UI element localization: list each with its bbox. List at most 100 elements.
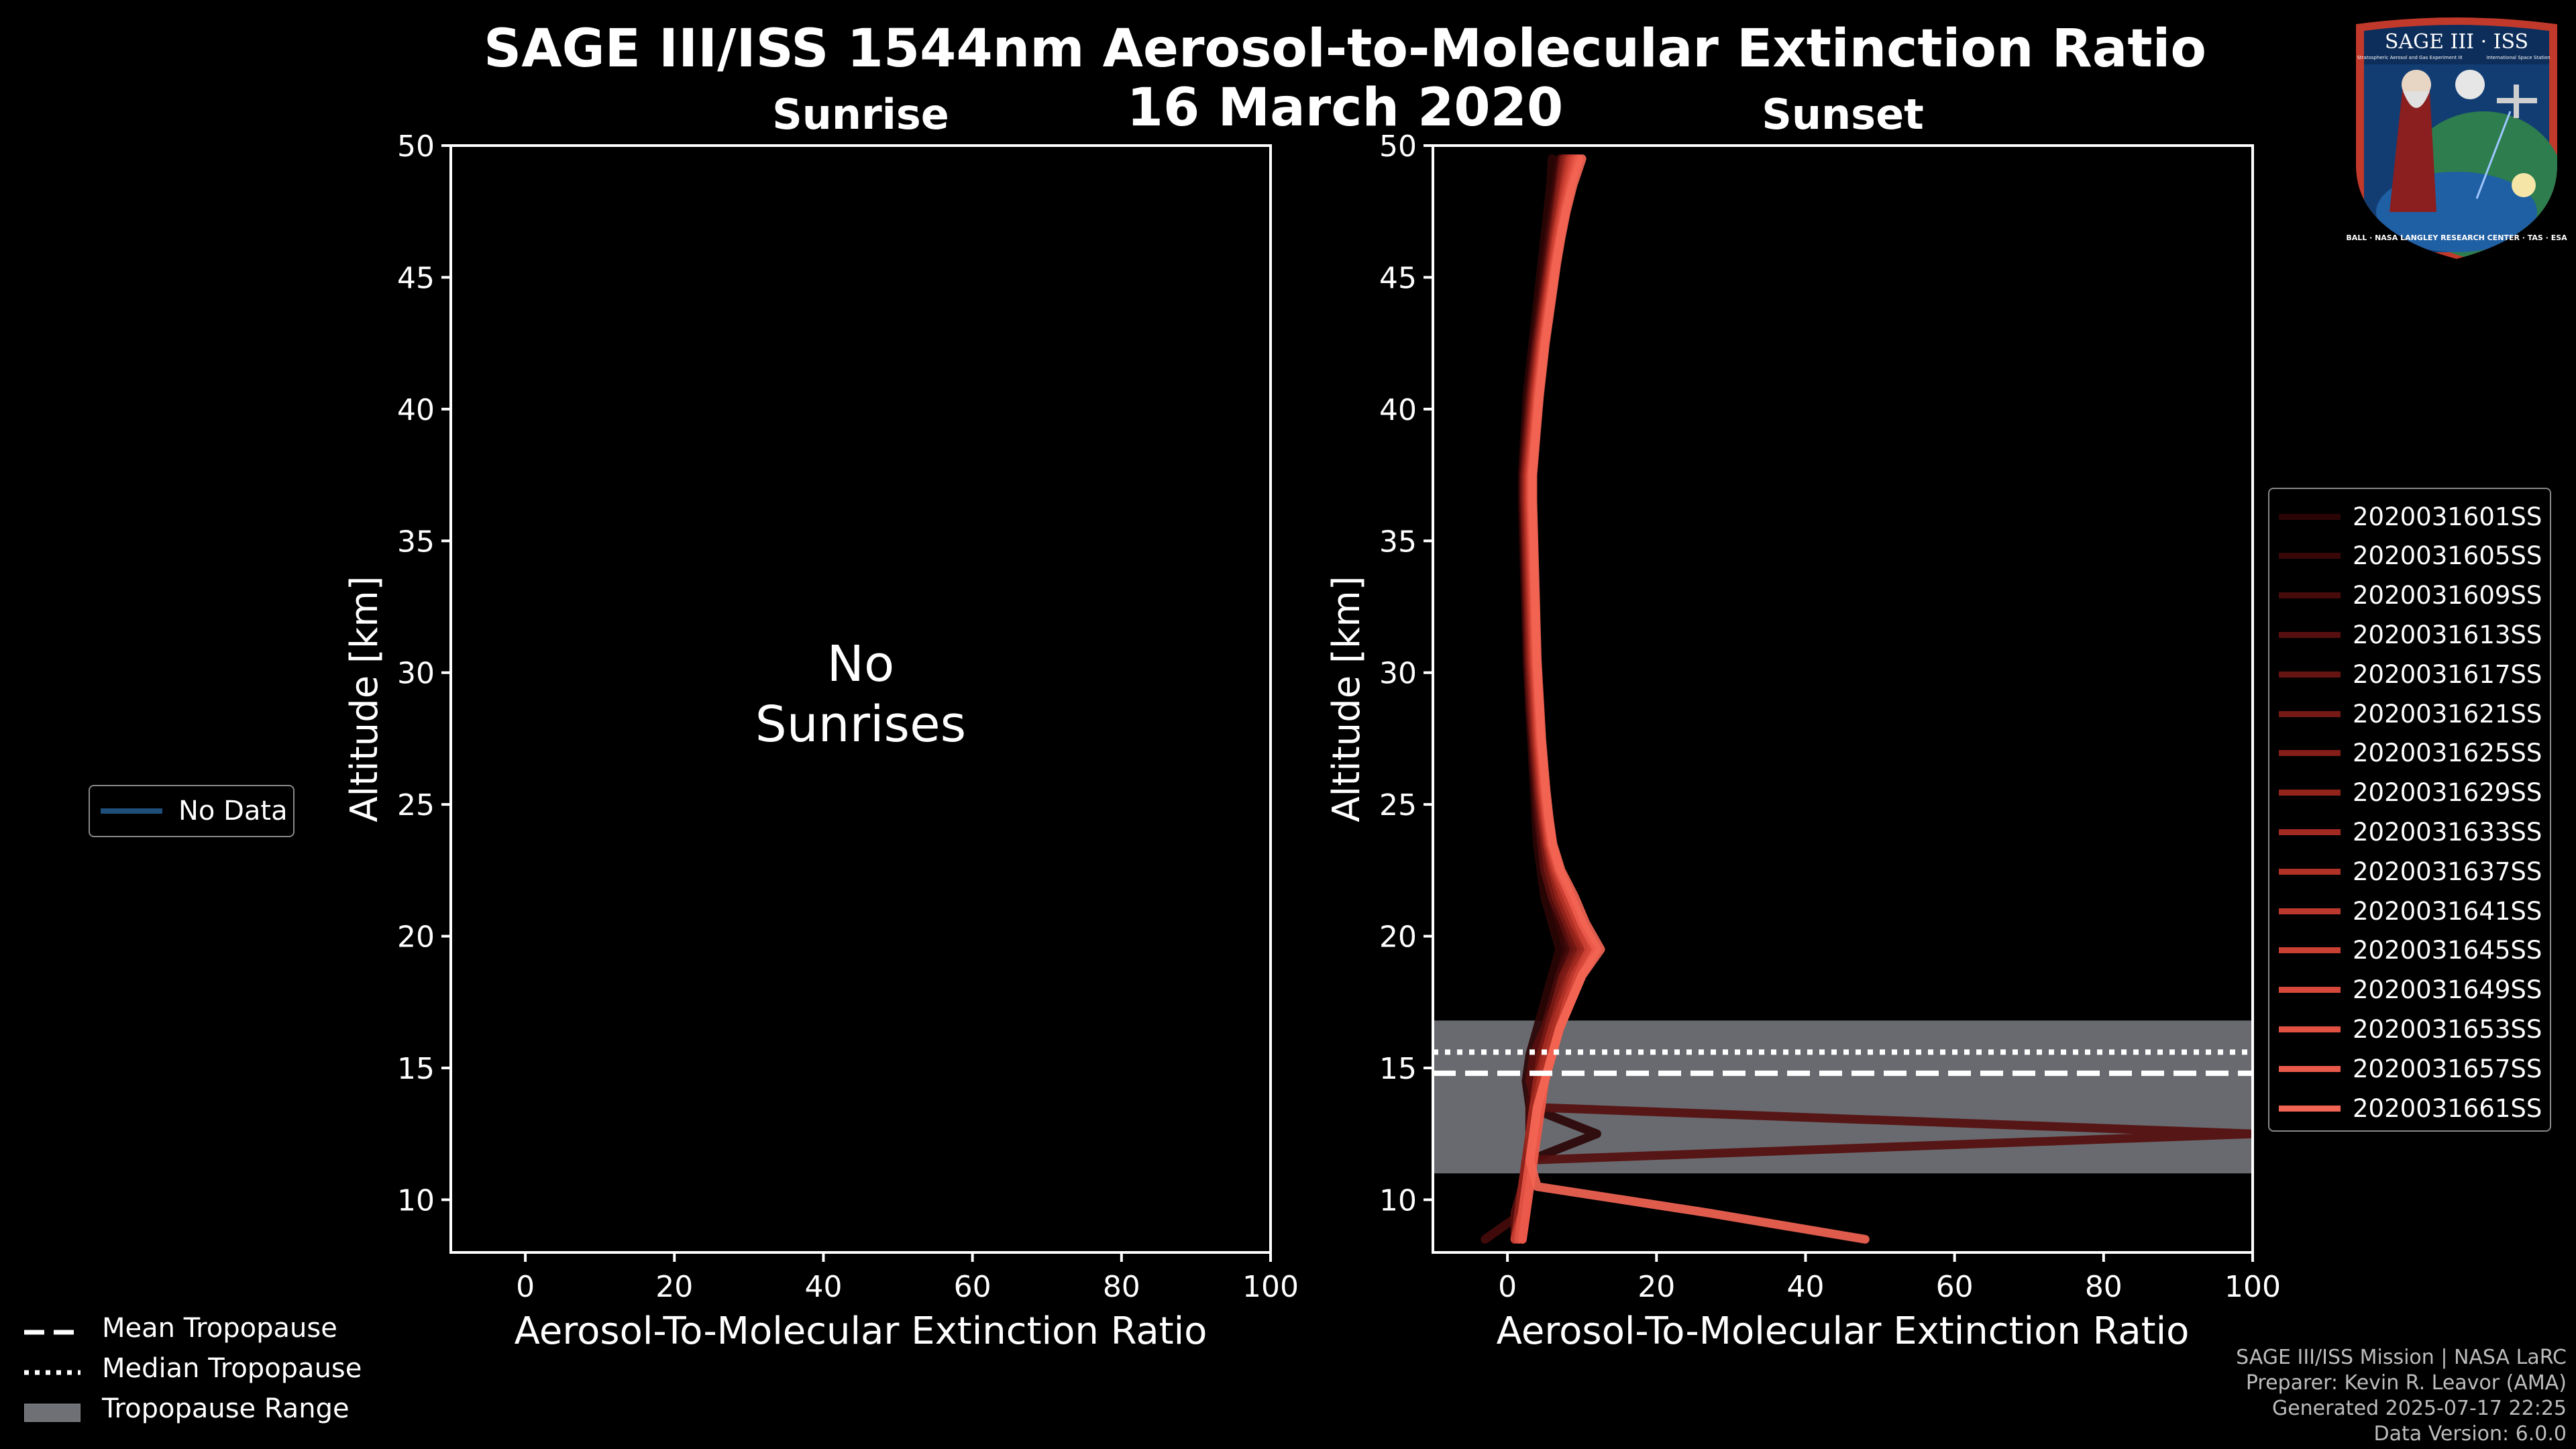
legend-swatch [2279,710,2341,717]
median-tropopause-label: Median Tropopause [102,1353,362,1384]
mean-tropopause-swatch [24,1318,80,1338]
sunset-ytick-label: 15 [1379,1052,1417,1086]
series-line-2020031661SS [1525,154,1870,1244]
legend-swatch [2279,1026,2341,1032]
legend-label: 2020031641SS [2353,896,2542,926]
sunset-xtick-label: 60 [1936,1270,1974,1304]
credits: SAGE III/ISS Mission | NASA LaRC Prepare… [2236,1345,2567,1447]
sunset-ytick-label: 25 [1379,788,1417,822]
legend-entry-2020031633SS: 2020031633SS [2269,812,2542,851]
logo-left-text: Stratospheric Aerosol and Gas Experiment… [2357,55,2462,60]
sunset-subtitle: Sunset [1762,90,1924,139]
legend-entry-2020031649SS: 2020031649SS [2269,971,2542,1010]
mean-tropopause-entry: Mean Tropopause [24,1308,362,1348]
sunrise-xtick-label: 0 [516,1270,535,1304]
sunrise-panel: 0 20 40 60 80 100 10 15 20 25 30 35 40 45 50 Aerosol-To… [343,129,1299,1353]
legend-entry-2020031637SS: 2020031637SS [2269,852,2542,891]
sunrise-subtitle: Sunrise [772,90,949,139]
legend-entry-2020031613SS: 2020031613SS [2269,615,2542,654]
legend-entry-2020031605SS: 2020031605SS [2269,537,2542,576]
sunset-ytick-label: 35 [1379,525,1417,559]
legend-swatch [2279,868,2341,875]
median-tropopause-swatch [24,1358,80,1379]
sunrise-xtick-label: 80 [1103,1270,1140,1304]
sunrise-ytick-label: 15 [397,1052,435,1086]
legend-entry-2020031661SS: 2020031661SS [2269,1089,2542,1128]
sunrise-ytick-label: 40 [397,393,435,427]
logo-ring-text: BALL · NASA LANGLEY RESEARCH CENTER · TA… [2346,233,2567,242]
legend-label: 2020031625SS [2353,739,2542,768]
legend-entry-2020031641SS: 2020031641SS [2269,892,2542,930]
sunset-ytick-label: 10 [1379,1183,1417,1218]
legend-entry-2020031621SS: 2020031621SS [2269,694,2542,733]
sunrise-xtick-label: 20 [655,1270,693,1304]
legend-entry-2020031629SS: 2020031629SS [2269,773,2542,812]
logo-right-text: International Space Station [2486,55,2550,60]
sunset-ytick-label: 20 [1379,920,1417,955]
credits-preparer: Preparer: Kevin R. Leavor (AMA) [2245,1371,2567,1395]
sunrise-axes-frame [449,144,1272,1254]
sunset-xlabel: Aerosol-To-Molecular Extinction Ratio [1497,1309,2190,1353]
chart-date: 16 March 2020 [1126,78,1564,138]
legend-swatch [2279,513,2341,520]
legend-swatch [2279,592,2341,599]
legend-swatch [2279,947,2341,954]
legend-label: 2020031601SS [2353,502,2542,531]
sunrise-ytick-label: 10 [397,1183,435,1218]
sunset-ytick-label: 45 [1379,261,1417,295]
legend-entry-2020031617SS: 2020031617SS [2269,655,2542,694]
median-tropopause-entry: Median Tropopause [24,1348,362,1389]
legend-label: 2020031653SS [2353,1014,2542,1044]
tropopause-range-entry: Tropopause Range [23,1389,362,1429]
legend-swatch [2279,987,2341,994]
sunset-series-legend: 2020031601SS 2020031605SS 2020031609SS 2020… [2268,488,2551,1132]
tropopause-legend: Mean Tropopause Median Tropopause Tropop… [23,1308,362,1429]
tropopause-range-label: Tropopause Range [102,1393,350,1424]
sage-iii-iss-logo: SAGE III · ISS Stratospheric Aerosol and… [2343,11,2571,266]
no-sunrises-line2: Sunrises [755,696,967,753]
legend-swatch [2279,908,2341,914]
tropopause-range-swatch [23,1399,81,1422]
no-data-label: No Data [178,796,288,826]
legend-label: 2020031649SS [2353,975,2542,1005]
sunrise-xtick-label: 40 [804,1270,842,1304]
sunrise-ytick-label: 50 [397,129,435,164]
credits-version: Data Version: 6.0.0 [2373,1422,2567,1446]
legend-label: 2020031621SS [2353,699,2542,729]
legend-label: 2020031613SS [2353,620,2542,649]
sunrise-ytick-label: 25 [397,788,435,822]
no-data-legend: No Data [89,785,294,837]
sunset-plot-area [1433,154,2253,1244]
legend-swatch [2279,828,2341,835]
no-sunrises-line1: No [826,635,895,693]
legend-label: 2020031605SS [2353,541,2542,571]
legend-entry-2020031657SS: 2020031657SS [2269,1049,2542,1088]
sunset-xtick-label: 80 [2085,1270,2123,1304]
legend-entry-2020031645SS: 2020031645SS [2269,931,2542,970]
sunset-ytick-label: 40 [1379,393,1417,427]
legend-swatch [2279,1105,2341,1112]
legend-entry-2020031653SS: 2020031653SS [2269,1010,2542,1049]
logo-top-text: SAGE III · ISS [2385,30,2528,54]
legend-label: 2020031657SS [2353,1054,2542,1083]
no-data-swatch [101,808,162,814]
legend-entry-2020031609SS: 2020031609SS [2269,576,2542,615]
sunset-xtick-label: 100 [2224,1270,2281,1304]
sunrise-xtick-label: 100 [1242,1270,1299,1304]
credits-mission: SAGE III/ISS Mission | NASA LaRC [2236,1346,2567,1369]
sunset-axes-frame [1432,144,2254,1254]
sunrise-ytick-label: 30 [397,657,435,691]
legend-label: 2020031609SS [2353,581,2542,610]
sunrise-xlabel: Aerosol-To-Molecular Extinction Ratio [515,1309,1208,1353]
legend-swatch [2279,790,2341,796]
legend-swatch [2279,631,2341,638]
legend-swatch [2279,750,2341,757]
sunset-ytick-label: 50 [1379,129,1417,164]
sunset-xtick-label: 20 [1638,1270,1675,1304]
sunset-panel: 0 20 40 60 80 100 10 15 20 25 30 35 40 45 50 Aerosol-To… [1325,129,2281,1353]
sunset-ylabel: Altitude [km] [1325,576,1368,822]
sunrise-ylabel: Altitude [km] [343,576,386,822]
legend-label: 2020031617SS [2353,659,2542,689]
sunrise-ytick-label: 35 [397,525,435,559]
